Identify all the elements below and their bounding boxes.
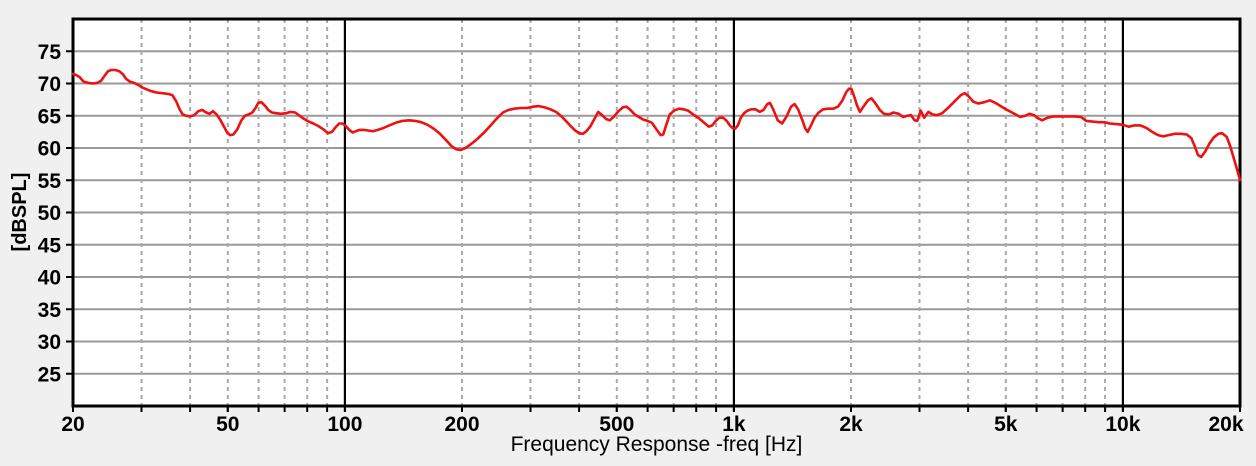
x-tick-label: 5k bbox=[994, 413, 1018, 436]
y-tick-label: 75 bbox=[38, 41, 62, 64]
y-tick-label: 65 bbox=[38, 105, 62, 128]
plot-border bbox=[71, 17, 1242, 408]
x-tick-label: 50 bbox=[216, 413, 239, 436]
y-axis-label: [dBSPL] bbox=[9, 172, 31, 252]
x-tick-label: 20k bbox=[1208, 413, 1243, 436]
y-tick-label: 40 bbox=[38, 267, 61, 290]
y-tick-label: 30 bbox=[38, 331, 61, 354]
y-tick-label: 35 bbox=[38, 299, 62, 322]
y-tick-label: 25 bbox=[38, 363, 62, 386]
y-tick-label: 45 bbox=[38, 234, 62, 257]
y-tick-label: 60 bbox=[38, 138, 61, 161]
response-curve bbox=[71, 68, 1242, 182]
x-tick-label: 10k bbox=[1105, 413, 1140, 436]
y-tick-label: 50 bbox=[38, 202, 61, 225]
y-tick-label: 55 bbox=[38, 170, 62, 193]
x-tick-label: 1k bbox=[722, 413, 746, 436]
x-tick-label: 20 bbox=[61, 413, 84, 436]
x-tick-label: 100 bbox=[327, 413, 362, 436]
x-tick-label: 200 bbox=[444, 413, 479, 436]
x-tick-label: 500 bbox=[599, 413, 634, 436]
x-tick-label: 2k bbox=[839, 413, 863, 436]
y-tick-label: 70 bbox=[38, 73, 61, 96]
x-axis-title: Frequency Response -freq [Hz] bbox=[510, 433, 803, 456]
